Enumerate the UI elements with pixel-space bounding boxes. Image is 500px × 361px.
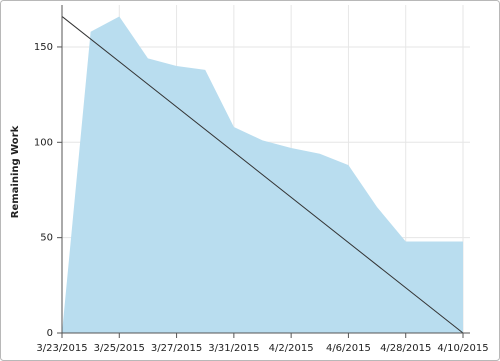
x-tick-label: 3/23/2015 [36,343,87,354]
x-tick-label: 3/25/2015 [94,343,145,354]
y-tick-label: 50 [40,233,53,244]
x-tick-label: 4/6/2015 [326,343,371,354]
y-tick-label: 100 [34,137,53,148]
x-tick-label: 3/31/2015 [208,343,259,354]
trend-line [61,16,464,334]
x-tick-label: 4/10/2015 [437,343,488,354]
y-tick-label: 0 [47,328,53,339]
y-axis-title: Remaining Work [10,125,21,218]
x-tick-label: 4/2/2015 [269,343,314,354]
x-tick-label: 4/28/2015 [380,343,431,354]
y-tick-label: 150 [34,42,53,53]
x-tick-label: 3/27/2015 [151,343,202,354]
